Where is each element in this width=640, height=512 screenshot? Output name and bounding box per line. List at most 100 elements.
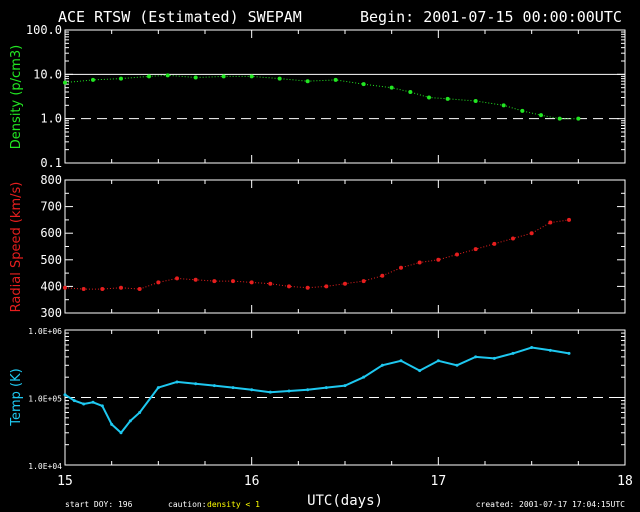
speed-point <box>287 284 291 289</box>
density-point <box>427 95 431 100</box>
speed-point <box>249 280 254 285</box>
temp-point <box>175 380 179 384</box>
temp-point <box>72 399 76 403</box>
temp-point <box>119 431 123 435</box>
density-ytick-label: 1.0 <box>40 112 62 126</box>
temp-point <box>138 410 142 414</box>
temp-point <box>63 393 67 397</box>
density-point <box>445 96 450 101</box>
speed-ytick-label: 400 <box>40 279 62 293</box>
density-panel-frame <box>64 29 626 164</box>
temp-point <box>110 422 114 426</box>
speed-point <box>156 280 161 285</box>
temp-point <box>492 356 496 360</box>
density-point <box>193 75 198 80</box>
speed-point <box>492 241 497 246</box>
start-doy: start DOY: 196 <box>65 500 133 509</box>
speed-point <box>548 220 553 225</box>
temp-point <box>399 359 403 363</box>
speed-point <box>268 281 273 286</box>
caution-label: caution: <box>168 500 207 509</box>
x-tick-label: 18 <box>617 474 633 489</box>
speed-series-trace <box>64 219 570 290</box>
temp-point <box>194 382 198 386</box>
speed-point <box>511 236 515 241</box>
temp-ytick-label: 1.0E+05 <box>28 395 62 404</box>
speed-point <box>473 247 478 252</box>
density-ytick-label: 100.0 <box>26 23 62 37</box>
temp-point <box>511 351 515 355</box>
speed-point <box>81 287 86 292</box>
temp-point <box>250 388 254 392</box>
temp-point <box>474 355 478 359</box>
speed-point <box>212 279 217 284</box>
x-tick-label: 15 <box>57 474 73 489</box>
speed-layer: 800 700 600 500 400 300 <box>40 173 626 320</box>
density-point <box>576 116 581 121</box>
chart-title: ACE RTSW (Estimated) SWEPAM <box>58 8 302 26</box>
density-point <box>249 74 254 79</box>
temp-point <box>455 363 459 367</box>
temp-layer: 1.0E+06 1.0E+05 1.0E+04 <box>28 327 626 471</box>
density-point <box>165 73 170 78</box>
speed-ytick-label: 800 <box>40 173 62 187</box>
density-point <box>63 80 67 85</box>
speed-ytick-label: 300 <box>40 306 62 320</box>
temp-point <box>156 386 160 390</box>
speed-ytick-label: 500 <box>40 253 62 267</box>
speed-point <box>455 252 459 257</box>
speed-point <box>63 285 67 290</box>
density-point <box>277 76 282 81</box>
density-axis-label: Density (p/cm3) <box>9 45 24 149</box>
temp-series-line <box>64 346 570 435</box>
density-point <box>91 77 95 82</box>
speed-ytick-label: 700 <box>40 200 62 214</box>
temp-axis-label: Temp (K) <box>9 368 24 426</box>
density-point <box>333 77 338 82</box>
density-ytick-label: 0.1 <box>40 156 62 170</box>
speed-point <box>100 287 105 292</box>
temp-point <box>82 402 86 406</box>
temp-point <box>324 386 328 390</box>
speed-ytick-label: 600 <box>40 226 62 240</box>
density-point <box>147 74 151 79</box>
x-axis-layer: 15 16 17 18 <box>57 474 633 489</box>
density-ytick-label: 10.0 <box>33 67 62 81</box>
temp-point <box>128 419 132 423</box>
temp-point <box>306 388 310 392</box>
speed-point <box>361 279 366 284</box>
temp-point <box>567 351 571 355</box>
speed-panel-frame <box>64 179 626 314</box>
speed-point <box>231 279 235 284</box>
temp-ytick-label: 1.0E+04 <box>28 462 62 471</box>
speed-point <box>529 231 534 236</box>
speed-point <box>193 277 198 282</box>
caution-value: density < 1 <box>207 500 260 509</box>
density-point <box>501 103 506 108</box>
density-point <box>221 74 226 79</box>
begin-timestamp: Begin: 2001-07-15 00:00:00UTC <box>360 8 622 26</box>
density-point <box>520 108 525 113</box>
temp-point <box>100 404 104 408</box>
density-point <box>119 76 123 81</box>
temp-point <box>436 359 440 363</box>
temp-point <box>343 384 347 388</box>
speed-point <box>399 265 403 270</box>
density-point <box>539 113 543 118</box>
temp-point <box>418 369 422 373</box>
density-point <box>361 82 366 87</box>
temp-point <box>362 375 366 379</box>
density-point <box>408 89 413 94</box>
speed-point <box>324 284 329 289</box>
speed-point <box>137 287 142 292</box>
speed-point <box>436 257 441 262</box>
temp-point <box>231 386 235 390</box>
density-point <box>389 85 394 90</box>
temp-point <box>212 384 216 388</box>
density-point <box>305 79 310 84</box>
density-point <box>473 99 478 104</box>
density-point <box>557 116 562 121</box>
temp-point <box>380 363 384 367</box>
density-layer: 100.0 10.0 1.0 0.1 <box>26 23 626 170</box>
